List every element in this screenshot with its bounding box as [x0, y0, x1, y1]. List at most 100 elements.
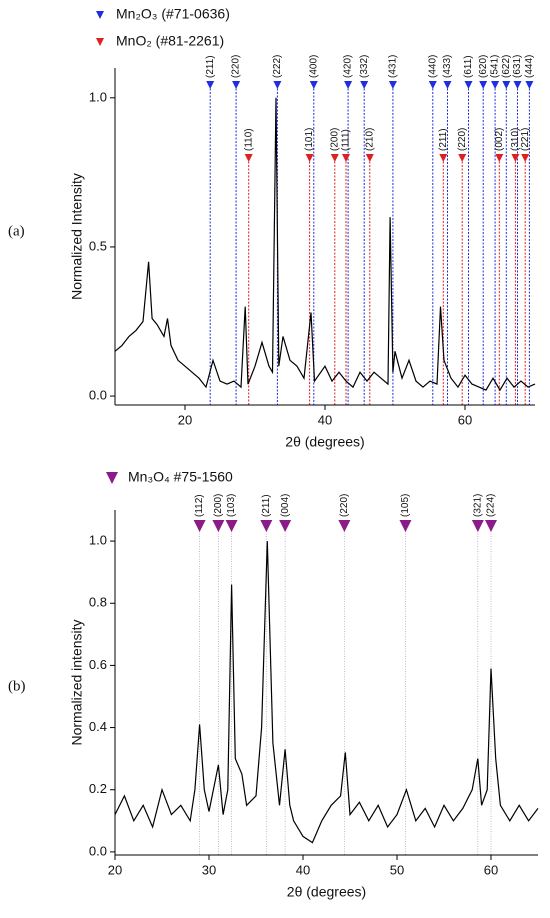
- x-tick-label: 60: [458, 412, 472, 427]
- reference-label: (420): [343, 55, 354, 78]
- reference-label: (444): [524, 55, 535, 78]
- reference-marker: [309, 81, 318, 89]
- reference-label: (211): [438, 128, 449, 151]
- reference-marker: [521, 154, 530, 162]
- x-tick-label: 60: [484, 862, 498, 877]
- x-tick-label: 50: [390, 862, 404, 877]
- reference-label: (620): [478, 55, 489, 78]
- pattern-line: [114, 97, 536, 392]
- reference-marker: [193, 520, 206, 532]
- y-axis-label: Normalized Intensity: [69, 173, 85, 300]
- y-axis-label: Normalized intensity: [69, 619, 85, 745]
- reference-label: (611): [463, 55, 474, 78]
- pattern-line: [114, 541, 539, 844]
- reference-label: (002): [494, 128, 505, 151]
- x-axis-label: 2θ (degrees): [285, 434, 364, 450]
- reference-marker: [513, 81, 522, 89]
- reference-marker: [479, 81, 488, 89]
- reference-marker: [439, 154, 448, 162]
- reference-label: (220): [231, 55, 242, 78]
- reference-marker: [360, 81, 369, 89]
- reference-marker: [279, 520, 292, 532]
- reference-marker: [225, 520, 238, 532]
- reference-marker: [365, 154, 374, 162]
- reference-marker: [388, 81, 397, 89]
- reference-label: (112): [194, 494, 205, 517]
- reference-label: (221): [520, 128, 531, 151]
- reference-label: (220): [457, 128, 468, 151]
- panel-label: (b): [8, 678, 26, 694]
- reference-label: (004): [280, 494, 291, 517]
- reference-marker: [511, 154, 520, 162]
- reference-marker: [491, 81, 500, 89]
- x-tick-label: 40: [296, 862, 310, 877]
- reference-marker: [458, 154, 467, 162]
- reference-marker: [399, 520, 412, 532]
- reference-label: (103): [226, 494, 237, 517]
- reference-label: (224): [486, 494, 497, 517]
- reference-marker: [273, 81, 282, 89]
- reference-marker: [464, 81, 473, 89]
- reference-marker: [344, 81, 353, 89]
- reference-label: (105): [400, 494, 411, 517]
- reference-label: (211): [205, 55, 216, 78]
- reference-marker: [232, 81, 241, 89]
- reference-marker: [342, 154, 350, 162]
- reference-label: (400): [308, 55, 319, 78]
- reference-marker: [428, 81, 437, 89]
- legend-label: Mn₂O₃ (#71-0636): [116, 6, 230, 22]
- reference-marker: [244, 154, 253, 162]
- reference-label: (200): [329, 128, 340, 151]
- legend-marker: [96, 38, 104, 46]
- reference-label: (541): [490, 55, 501, 78]
- reference-label: (101): [304, 128, 315, 151]
- legend-marker: [96, 11, 104, 19]
- x-tick-label: 30: [202, 862, 216, 877]
- x-axis-label: 2θ (degrees): [287, 884, 366, 900]
- y-tick-label: 1.0: [89, 533, 107, 548]
- reference-label: (332): [359, 55, 370, 78]
- reference-marker: [471, 520, 484, 532]
- y-tick-label: 0.0: [89, 843, 107, 858]
- y-tick-label: 0.8: [89, 595, 107, 610]
- reference-marker: [338, 520, 351, 532]
- reference-label: (440): [427, 55, 438, 78]
- reference-marker: [206, 81, 215, 89]
- legend-label: MnO₂ (#81-2261): [116, 33, 224, 49]
- panel-label: (a): [8, 223, 25, 239]
- reference-marker: [212, 520, 225, 532]
- reference-label: (433): [442, 55, 453, 78]
- reference-marker: [330, 154, 339, 162]
- x-tick-label: 20: [178, 412, 192, 427]
- y-tick-label: 1.0: [89, 89, 107, 104]
- x-tick-label: 20: [108, 862, 122, 877]
- y-tick-label: 0.6: [89, 657, 107, 672]
- reference-marker: [260, 520, 273, 532]
- reference-label: (210): [364, 128, 375, 151]
- reference-label: (222): [272, 55, 283, 78]
- y-tick-label: 0.2: [89, 781, 107, 796]
- y-tick-label: 0.5: [89, 238, 107, 253]
- x-tick-label: 40: [318, 412, 332, 427]
- reference-label: (431): [388, 55, 399, 78]
- reference-label: (211): [261, 494, 272, 517]
- reference-label: (310): [510, 128, 521, 151]
- legend-marker: [106, 472, 118, 484]
- reference-label: (111): [341, 129, 352, 151]
- reference-label: (220): [339, 494, 350, 517]
- legend-label: Mn₃O₄ #75-1560: [128, 469, 233, 485]
- reference-marker: [495, 154, 504, 162]
- reference-marker: [525, 81, 534, 89]
- y-tick-label: 0.4: [89, 719, 107, 734]
- reference-marker: [502, 81, 511, 89]
- reference-marker: [305, 154, 314, 162]
- reference-label: (321): [472, 494, 483, 517]
- reference-marker: [443, 81, 452, 89]
- reference-marker: [485, 520, 497, 532]
- reference-label: (200): [213, 494, 224, 517]
- reference-label: (622): [501, 55, 512, 78]
- reference-label: (110): [243, 128, 254, 151]
- y-tick-label: 0.0: [89, 387, 107, 402]
